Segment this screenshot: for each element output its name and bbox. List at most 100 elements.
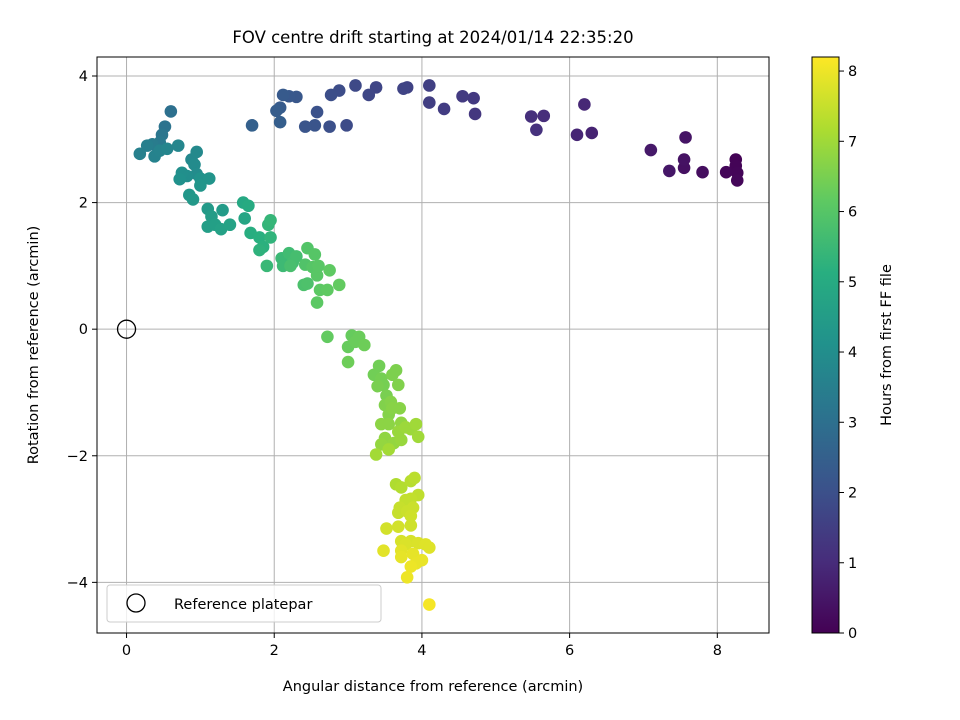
data-point (663, 164, 676, 178)
data-point (696, 165, 709, 179)
x-tick-label: 0 (122, 643, 131, 659)
data-point (264, 231, 277, 244)
data-point (340, 119, 353, 132)
data-point (308, 119, 322, 132)
data-point (399, 420, 412, 434)
data-point (332, 278, 346, 292)
y-tick-label: 0 (79, 322, 88, 338)
data-point (349, 79, 362, 92)
data-point (382, 443, 395, 456)
data-point (537, 109, 551, 123)
data-point (298, 120, 312, 133)
data-point (391, 378, 405, 392)
data-point (323, 264, 336, 277)
data-point (260, 259, 274, 273)
data-point (358, 338, 371, 352)
data-point (190, 145, 203, 159)
data-point (245, 119, 259, 132)
data-point (276, 88, 290, 102)
data-point (404, 519, 418, 532)
legend-box (106, 584, 382, 623)
data-point (312, 259, 325, 273)
colorbar-tick-label: 1 (848, 556, 857, 572)
data-point (423, 79, 436, 92)
data-point (679, 131, 692, 144)
colorbar-tick-label: 4 (848, 345, 857, 361)
colorbar-ticks: 0 1 2 3 4 5 6 7 8 (839, 64, 857, 642)
data-point (411, 430, 425, 444)
x-axis-ticks: 0 2 4 6 8 (122, 633, 722, 659)
colorbar-label: Hours from first FF file (879, 264, 895, 426)
data-point (437, 102, 451, 116)
x-tick-label: 8 (713, 643, 722, 659)
data-point (321, 283, 334, 297)
data-point (404, 509, 418, 523)
data-point (530, 123, 543, 137)
data-point (677, 153, 691, 166)
data-point (133, 147, 147, 161)
data-point (223, 218, 237, 232)
data-point (173, 172, 187, 186)
data-point (310, 105, 324, 119)
data-point (284, 259, 297, 273)
data-point (380, 522, 393, 535)
data-point (372, 359, 386, 373)
colorbar-tick-label: 7 (848, 134, 857, 150)
colorbar-tick-label: 2 (848, 486, 857, 502)
data-point (406, 547, 420, 561)
scatter-points (133, 79, 744, 611)
data-point (194, 179, 207, 192)
colorbar-frame (811, 56, 840, 634)
data-point (371, 379, 384, 393)
x-tick-label: 4 (417, 643, 426, 659)
colorbar-tick-label: 6 (848, 205, 857, 221)
data-point (308, 248, 322, 261)
x-axis-label: Angular distance from reference (arcmin) (283, 679, 583, 695)
legend-marker-icon (126, 593, 146, 613)
data-point (310, 296, 324, 309)
chart-title: FOV centre drift starting at 2024/01/14 … (232, 28, 633, 47)
y-axis-ticks: −4 −2 0 2 4 (67, 69, 97, 591)
data-point (171, 139, 185, 152)
x-tick-label: 2 (270, 643, 279, 659)
data-point (323, 120, 336, 133)
data-point (719, 165, 733, 179)
data-point (362, 88, 376, 102)
data-point (456, 89, 469, 103)
data-point (369, 448, 383, 461)
y-tick-label: −2 (67, 449, 88, 465)
y-tick-label: 2 (79, 196, 88, 212)
data-point (324, 88, 338, 102)
data-point (270, 104, 283, 118)
colorbar-tick-label: 3 (848, 415, 857, 431)
colorbar: 0 1 2 3 4 5 6 7 8 Hours from first FF file (811, 56, 895, 642)
grid (97, 57, 769, 633)
data-point (730, 174, 744, 187)
reference-platepar-marker (116, 319, 137, 339)
data-point (160, 142, 174, 156)
legend-label: Reference platepar (174, 597, 312, 613)
data-point (341, 355, 355, 369)
data-point (394, 481, 408, 494)
data-point (301, 277, 314, 290)
data-point (321, 330, 334, 344)
colorbar-tick-label: 8 (848, 64, 857, 80)
data-point (164, 105, 178, 118)
data-point (524, 110, 538, 123)
data-point (238, 212, 251, 225)
data-point (578, 98, 591, 111)
colorbar-tick-label: 0 (848, 626, 857, 642)
data-point (397, 82, 410, 95)
colorbar-tick-label: 5 (848, 275, 857, 291)
colorbar-gradient (812, 57, 839, 633)
data-point (377, 544, 390, 558)
data-point (253, 231, 266, 244)
data-point (264, 214, 277, 227)
data-point (423, 598, 436, 611)
data-point (644, 143, 658, 157)
data-point (202, 172, 216, 185)
data-point (216, 203, 229, 217)
data-point (393, 401, 407, 415)
data-point (389, 364, 403, 377)
